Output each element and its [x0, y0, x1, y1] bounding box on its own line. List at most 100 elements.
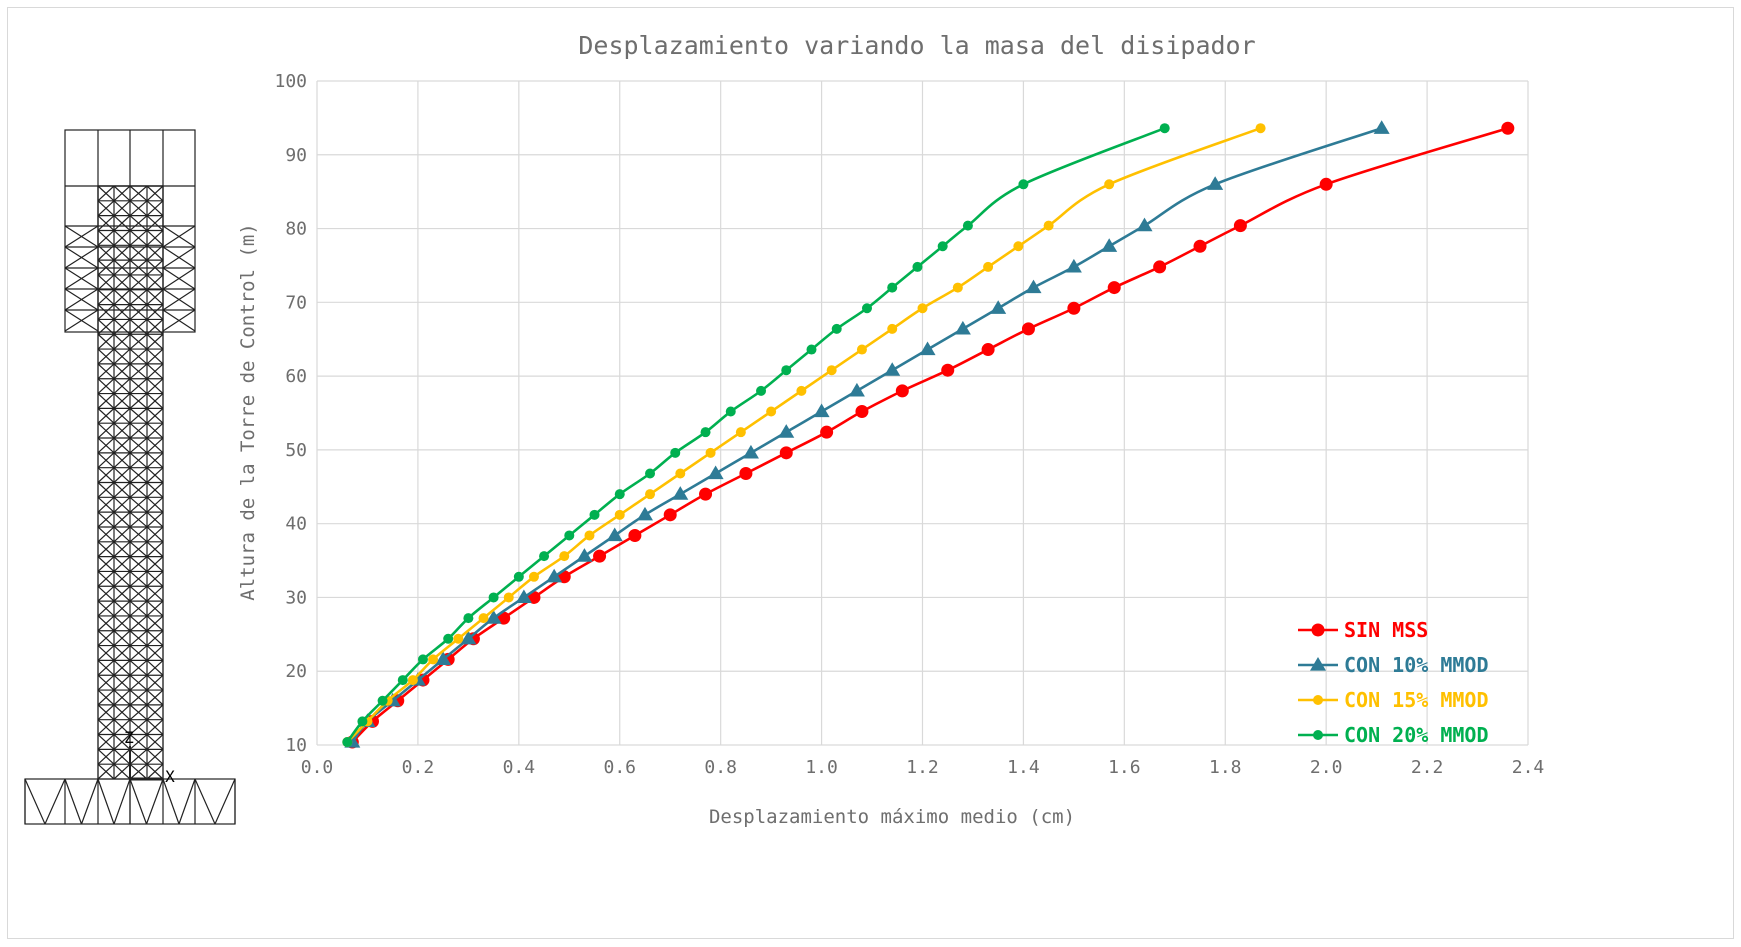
tower-top-brace — [64, 288, 99, 311]
legend-label: CON 20% MMOD — [1344, 723, 1489, 747]
data-point — [941, 363, 955, 377]
data-point — [742, 444, 759, 459]
tower-shaft-brace — [146, 452, 164, 469]
tower-shaft-brace — [97, 763, 115, 780]
tower-shaft-brace — [113, 571, 131, 587]
series-2 — [342, 123, 1266, 748]
tower-shaft-brace — [129, 541, 148, 558]
data-point — [912, 261, 923, 272]
tower-shaft-brace — [97, 244, 115, 261]
tower-shaft-brace — [129, 585, 148, 602]
data-point — [546, 568, 563, 583]
data-point — [614, 509, 625, 520]
tower-shaft-brace — [129, 615, 148, 632]
data-point — [377, 695, 388, 706]
tower-shaft-brace — [97, 304, 115, 320]
legend-marker — [1313, 695, 1323, 705]
data-point — [887, 323, 898, 334]
tower-shaft-brace — [113, 719, 131, 735]
data-point — [428, 654, 439, 665]
tower-shaft-brace — [146, 571, 164, 587]
chart-frame: Z X Desplazamiento variando la masa del … — [7, 7, 1734, 939]
data-point — [861, 303, 872, 314]
tower-shaft-brace — [146, 230, 164, 246]
tower-shaft-brace — [113, 526, 131, 543]
tower-shaft-brace — [146, 763, 164, 780]
data-point — [1043, 220, 1054, 231]
tower-top-brace — [64, 309, 99, 332]
data-point — [1107, 281, 1121, 295]
diagram-axis-label-x: X — [165, 767, 175, 786]
tower-shaft-brace — [129, 763, 148, 780]
data-point — [954, 320, 971, 335]
tower-base-brace — [44, 778, 66, 825]
tower-shaft-brace — [146, 482, 164, 498]
data-point — [397, 675, 408, 686]
data-point — [1255, 123, 1266, 134]
legend-marker — [1313, 730, 1323, 740]
tower-shaft-brace — [97, 259, 115, 276]
chart-svg: Z X Desplazamiento variando la masa del … — [24, 31, 1544, 828]
data-point — [1065, 258, 1082, 273]
tower-shaft-brace — [113, 630, 131, 647]
x-tick-label: 0.6 — [603, 757, 636, 778]
x-tick-label: 1.2 — [906, 757, 939, 778]
data-point — [460, 630, 477, 645]
data-point — [990, 300, 1007, 314]
tower-shaft-brace — [129, 719, 148, 735]
tower-shaft-brace — [113, 200, 131, 217]
tower-shaft-brace — [113, 378, 131, 394]
tower-shaft-brace — [97, 437, 115, 454]
series-3 — [342, 123, 1170, 748]
tower-shaft-brace — [129, 511, 148, 528]
tower-shaft-brace — [146, 585, 164, 602]
tower-shaft-brace — [113, 615, 131, 632]
tower-shaft-brace — [113, 763, 131, 780]
data-point — [700, 427, 711, 438]
tower-shaft-brace — [146, 615, 164, 632]
tower-shaft-brace — [129, 393, 148, 409]
data-point — [725, 406, 736, 417]
data-point — [497, 611, 511, 625]
chart-legend: SIN MSS CON 10% MMOD CON 15% MMOD CON 20% M… — [1298, 618, 1489, 747]
data-point — [937, 241, 948, 252]
data-point — [848, 382, 865, 397]
tower-shaft-brace — [146, 378, 164, 394]
tower-shaft-brace — [97, 748, 115, 765]
tower-shaft-brace — [113, 659, 131, 676]
legend-label: CON 10% MMOD — [1344, 653, 1489, 677]
legend-label: CON 15% MMOD — [1344, 688, 1489, 712]
tower-shaft-brace — [146, 318, 164, 335]
data-point — [357, 716, 368, 727]
tower-shaft-brace — [97, 719, 115, 735]
data-point — [663, 508, 677, 522]
y-tick-label: 20 — [285, 661, 307, 682]
data-point — [820, 425, 834, 439]
data-point — [528, 571, 539, 582]
data-point — [756, 385, 767, 396]
data-point — [735, 427, 746, 438]
data-point — [1018, 179, 1029, 190]
data-point — [855, 405, 869, 419]
data-point — [779, 446, 793, 460]
tower-shaft-brace — [97, 511, 115, 528]
tower-shaft-brace — [129, 689, 148, 706]
tower-shaft-brace — [129, 230, 148, 246]
tower-shaft-brace — [113, 496, 131, 513]
data-point — [1013, 241, 1024, 252]
tower-shaft-brace — [97, 615, 115, 632]
tower-shaft-brace — [129, 704, 148, 721]
tower-shaft-brace — [97, 526, 115, 543]
tower-shaft-brace — [129, 674, 148, 691]
data-point — [983, 261, 994, 272]
data-point — [589, 509, 600, 520]
data-point — [831, 323, 842, 334]
data-point — [699, 487, 713, 501]
data-point — [1193, 239, 1207, 253]
diagram-axis-label-z: Z — [124, 728, 134, 747]
data-point — [895, 384, 909, 398]
data-point — [919, 341, 936, 356]
tower-shaft-brace — [146, 645, 164, 661]
tower-shaft-brace — [129, 645, 148, 661]
tower-top-brace — [64, 225, 99, 248]
